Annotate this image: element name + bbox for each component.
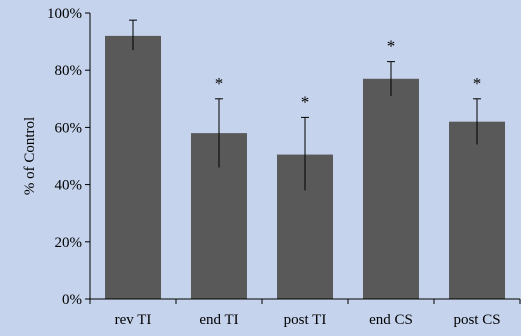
- bars: [105, 35, 505, 300]
- axes: [89, 13, 520, 300]
- significance-star: *: [301, 92, 310, 111]
- y-axis-ticks: 0% 20% 40% 60% 80% 100%: [47, 6, 90, 308]
- x-tick-label: end TI: [199, 312, 238, 328]
- y-tick-label: 60%: [55, 120, 83, 136]
- y-axis-label: % of Control: [22, 117, 38, 195]
- x-tick-label: post CS: [453, 312, 500, 328]
- error-bars: [129, 19, 481, 191]
- significance-star: *: [473, 74, 482, 93]
- y-tick-label: 100%: [47, 6, 82, 22]
- bar-end-cs: [363, 78, 419, 299]
- significance-star: *: [215, 74, 224, 93]
- y-tick-label: 40%: [55, 178, 83, 194]
- bar-rev-ti: [105, 35, 161, 299]
- x-tick-label: rev TI: [115, 312, 152, 328]
- x-tick-label: post TI: [284, 312, 327, 328]
- y-tick-label: 0%: [62, 292, 82, 308]
- y-tick-label: 20%: [55, 235, 83, 251]
- y-tick-label: 80%: [55, 63, 83, 79]
- bar-post-cs: [449, 121, 505, 300]
- significance-star: *: [387, 37, 396, 56]
- x-axis-ticks: rev TI end TI post TI end CS post CS: [89, 299, 521, 328]
- x-tick-label: end CS: [369, 312, 413, 328]
- significance-markers: * * * *: [215, 37, 482, 112]
